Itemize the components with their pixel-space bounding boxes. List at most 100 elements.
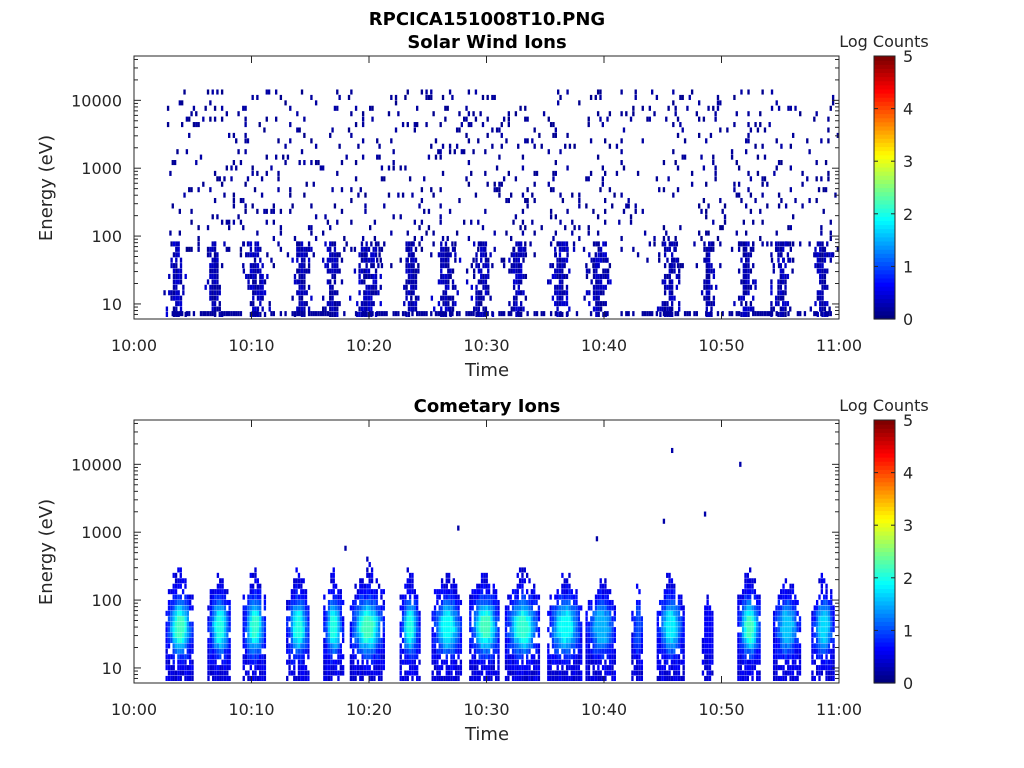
count-cell	[561, 572, 564, 578]
count-cell	[719, 225, 722, 231]
count-cell	[416, 599, 419, 606]
count-cell	[673, 659, 676, 665]
count-cell	[254, 263, 257, 269]
count-cell	[337, 675, 340, 681]
count-cell	[668, 643, 671, 649]
count-cell	[432, 192, 435, 198]
count-cell	[467, 160, 471, 166]
count-cell	[349, 670, 353, 676]
count-cell	[375, 621, 378, 627]
count-cell	[406, 257, 409, 263]
x-axis-ticks: 10:00 10:10 10:20 10:30 10:40 10:50 11:00	[111, 56, 862, 355]
count-cell	[177, 670, 180, 676]
count-cell	[673, 675, 676, 681]
count-cell	[300, 610, 303, 616]
count-cell	[822, 208, 825, 214]
count-cell	[770, 241, 773, 247]
count-cell	[239, 246, 243, 252]
count-cell	[525, 627, 529, 633]
count-cell	[366, 659, 369, 665]
count-cell	[370, 284, 373, 290]
count-cell	[516, 643, 519, 649]
count-cell	[363, 306, 366, 312]
count-cell	[254, 273, 257, 280]
count-cell	[575, 594, 578, 600]
count-cell	[443, 605, 446, 611]
count-cell	[213, 306, 217, 312]
count-cell	[411, 605, 414, 611]
count-cell	[704, 643, 707, 649]
count-cell	[375, 578, 378, 584]
count-cell	[413, 665, 416, 671]
count-cell	[675, 665, 678, 671]
count-cell	[443, 627, 446, 633]
count-cell	[690, 89, 694, 95]
count-cell	[310, 94, 313, 100]
count-cell	[172, 599, 175, 606]
count-cell	[535, 675, 538, 681]
count-cell	[646, 311, 649, 317]
count-cell	[824, 311, 828, 317]
count-cell	[209, 100, 212, 106]
count-cell	[599, 616, 602, 622]
count-cell	[682, 670, 685, 676]
count-cell	[739, 643, 742, 649]
count-cell	[469, 594, 472, 600]
count-cell	[514, 610, 517, 616]
count-cell	[706, 659, 709, 665]
count-cell	[608, 659, 612, 665]
count-cell	[597, 643, 600, 649]
figure-title: RPCICA151008T10.PNG	[369, 9, 605, 30]
count-cell	[216, 610, 220, 616]
count-cell	[706, 670, 709, 676]
count-cell	[658, 252, 661, 258]
count-cell	[303, 246, 306, 252]
colorbar-swatch	[874, 154, 895, 160]
count-cell	[710, 268, 713, 274]
count-cell	[453, 246, 456, 252]
count-cell	[638, 610, 641, 616]
count-cell	[364, 311, 367, 317]
count-cell	[566, 165, 569, 171]
count-cell	[741, 621, 745, 627]
count-cell	[507, 621, 510, 627]
count-cell	[673, 257, 676, 263]
count-cell	[585, 290, 589, 296]
count-cell	[611, 675, 614, 681]
count-cell	[226, 648, 229, 654]
count-cell	[214, 610, 217, 616]
count-cell	[361, 632, 364, 638]
count-cell	[504, 637, 508, 644]
count-cell	[168, 273, 171, 280]
count-cell	[492, 659, 495, 665]
count-cell	[483, 616, 486, 622]
count-cell	[752, 306, 755, 312]
count-cell	[455, 616, 458, 622]
count-cell	[265, 170, 268, 176]
count-cell	[186, 605, 189, 611]
count-cell	[580, 637, 583, 644]
count-cell	[494, 621, 498, 627]
count-cell	[404, 583, 407, 589]
count-cell	[179, 632, 182, 638]
count-cell	[516, 665, 519, 671]
colorbar-swatch	[874, 208, 895, 213]
count-cell	[599, 279, 603, 285]
count-cell	[310, 230, 313, 236]
count-cell	[277, 138, 280, 144]
count-cell	[551, 670, 555, 676]
count-cell	[219, 648, 222, 654]
count-cell	[249, 621, 252, 627]
count-cell	[172, 659, 175, 665]
count-cell	[606, 273, 610, 280]
count-cell	[599, 89, 602, 95]
count-cell	[572, 654, 576, 660]
count-cell	[440, 241, 443, 247]
count-cell	[356, 589, 360, 595]
count-cell	[256, 621, 260, 627]
count-cell	[293, 621, 296, 627]
count-cell	[172, 610, 175, 616]
count-cell	[679, 122, 682, 128]
count-cell	[585, 670, 588, 676]
count-cell	[338, 268, 341, 274]
